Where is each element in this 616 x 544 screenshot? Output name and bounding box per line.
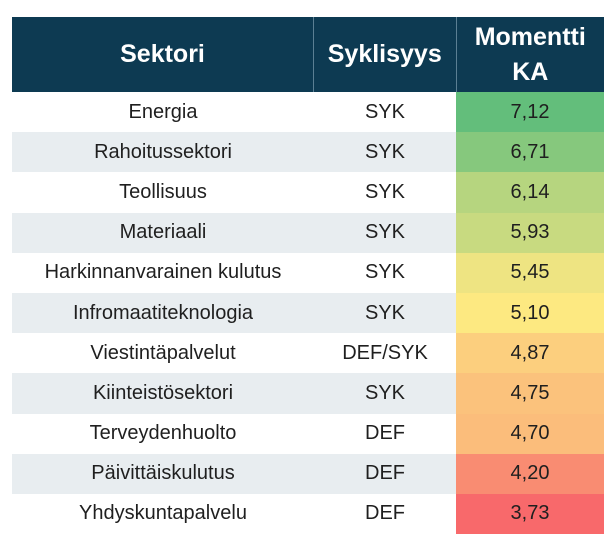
table-row: Teollisuus SYK 6,14 — [12, 172, 604, 213]
table-row: Rahoitussektori SYK 6,71 — [12, 132, 604, 173]
cell-syklisyys: DEF — [365, 422, 405, 445]
header-momentti-line2: KA — [512, 57, 549, 86]
cell-syklisyys: DEF — [365, 502, 405, 525]
cell-momentti: 5,10 — [456, 292, 604, 334]
header-momentti-ka: Momentti KA — [455, 17, 605, 92]
cell-momentti: 4,75 — [456, 373, 604, 414]
cell-momentti: 5,93 — [456, 212, 604, 253]
cell-momentti: 4,70 — [456, 413, 604, 454]
cell-momentti: 5,45 — [456, 252, 604, 293]
table-row: Materiaali SYK 5,93 — [12, 212, 604, 253]
header-syklisyys: Syklisyys — [312, 17, 456, 92]
table-row: Infromaatiteknologia SYK 5,10 — [12, 292, 604, 334]
cell-syklisyys: SYK — [364, 261, 406, 284]
table-row: Yhdyskuntapalvelu DEF 3,73 — [12, 493, 604, 535]
cell-sektori: Energia — [128, 100, 198, 123]
cell-sektori: Päivittäiskulutus — [91, 462, 235, 485]
table-row: Terveydenhuolto DEF 4,70 — [12, 413, 604, 454]
cell-momentti: 4,20 — [456, 453, 604, 494]
table-row: Energia SYK 7,12 — [12, 92, 604, 133]
cell-momentti: 6,71 — [456, 132, 604, 173]
cell-sektori: Harkinnanvarainen kulutus — [44, 261, 282, 284]
cell-syklisyys: SYK — [364, 140, 406, 163]
cell-syklisyys: DEF — [365, 462, 405, 485]
cell-sektori: Teollisuus — [119, 180, 207, 203]
cell-momentti: 6,14 — [456, 172, 604, 213]
cell-sektori: Kiinteistösektori — [92, 381, 234, 404]
header-momentti-line1: Momentti — [474, 22, 586, 51]
cell-sektori: Viestintäpalvelut — [90, 341, 236, 364]
cell-momentti: 4,87 — [456, 333, 604, 374]
table-row: Kiinteistösektori SYK 4,75 — [12, 373, 604, 414]
cell-momentti: 3,73 — [456, 493, 604, 535]
table-row: Harkinnanvarainen kulutus SYK 5,45 — [12, 252, 604, 293]
table-header: Sektori Syklisyys Momentti KA — [12, 17, 604, 92]
cell-sektori: Infromaatiteknologia — [72, 301, 254, 324]
cell-sektori: Terveydenhuolto — [89, 422, 237, 445]
cell-syklisyys: SYK — [364, 301, 406, 324]
cell-sektori: Rahoitussektori — [94, 140, 232, 163]
table-row: Viestintäpalvelut DEF/SYK 4,87 — [12, 333, 604, 374]
cell-syklisyys: SYK — [364, 381, 406, 404]
cell-sektori: Materiaali — [119, 221, 207, 244]
sector-momentum-table: Sektori Syklisyys Momentti KA Energia SYK… — [12, 17, 604, 535]
cell-syklisyys: SYK — [364, 100, 406, 123]
cell-momentti: 7,12 — [456, 92, 604, 133]
header-sektori: Sektori — [120, 40, 205, 68]
cell-sektori: Yhdyskuntapalvelu — [79, 502, 247, 525]
cell-syklisyys: SYK — [364, 180, 406, 203]
table-body: Energia SYK 7,12 Rahoitussektori SYK 6,71 Teol… — [12, 92, 604, 535]
cell-syklisyys: SYK — [364, 221, 406, 244]
table-row: Päivittäiskulutus DEF 4,20 — [12, 453, 604, 494]
cell-syklisyys: DEF/SYK — [342, 341, 428, 364]
